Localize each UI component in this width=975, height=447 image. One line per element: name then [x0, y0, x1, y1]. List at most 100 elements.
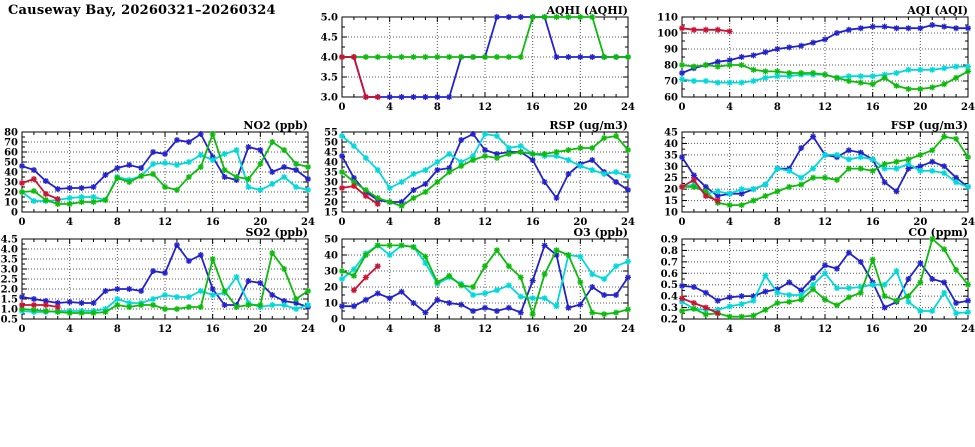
svg-text:90: 90 [664, 45, 678, 56]
svg-text:3.0: 3.0 [321, 93, 338, 104]
svg-text:0: 0 [339, 217, 346, 228]
series-red-markers [339, 183, 381, 207]
svg-text:12: 12 [478, 217, 492, 228]
svg-text:30: 30 [4, 178, 18, 189]
svg-text:4: 4 [386, 102, 393, 113]
svg-text:0: 0 [339, 324, 346, 335]
chart-o3-canvas: 0 10 20 30 40 50 0 4 8 12 16 20 24 O3 (ppb) [324, 227, 635, 335]
chart-title-fsp: FSP (ug/m3) [891, 120, 968, 132]
svg-text:0.7: 0.7 [661, 257, 678, 268]
svg-text:1.5: 1.5 [1, 295, 18, 306]
series-green-markers [679, 62, 971, 92]
svg-text:0: 0 [11, 208, 18, 219]
axis-ticks [21, 131, 309, 213]
svg-text:30: 30 [324, 267, 338, 278]
svg-text:10: 10 [4, 198, 18, 209]
svg-text:4.0: 4.0 [321, 53, 338, 64]
svg-text:0.8: 0.8 [661, 246, 678, 257]
svg-text:40: 40 [664, 139, 678, 150]
svg-text:15: 15 [664, 196, 678, 207]
series-cyan [679, 268, 971, 317]
chart-aqhi-canvas: 3.0 3.5 4.0 4.5 5.0 0 4 8 12 16 20 24 AQHI (AQHI) [321, 5, 635, 113]
chart-title-so2: SO2 (ppb) [246, 227, 309, 239]
series-red [19, 176, 61, 202]
svg-text:40: 40 [4, 168, 18, 179]
svg-text:24: 24 [961, 217, 975, 228]
svg-text:5.0: 5.0 [321, 13, 338, 24]
svg-text:24: 24 [621, 324, 635, 335]
series-green-markers [339, 133, 631, 209]
svg-text:60: 60 [4, 148, 18, 159]
svg-text:12: 12 [818, 217, 832, 228]
series-red-line [341, 185, 379, 205]
y-axis-labels: 0.20.30.40.50.60.70.80.9 [661, 235, 678, 326]
svg-text:4: 4 [726, 324, 733, 335]
x-axis-labels: 0 4 8 12 16 20 24 [339, 102, 635, 113]
svg-text:4.5: 4.5 [321, 33, 338, 44]
svg-text:8: 8 [774, 324, 781, 335]
svg-text:8: 8 [434, 102, 441, 113]
chart-title-aqi: AQI (AQI) [906, 5, 968, 17]
svg-text:4: 4 [386, 324, 393, 335]
series-red-markers [679, 177, 721, 204]
svg-text:0: 0 [331, 315, 338, 326]
svg-text:4.5: 4.5 [1, 235, 18, 246]
series-cyan-line [681, 269, 969, 315]
svg-text:8: 8 [434, 217, 441, 228]
svg-text:3.5: 3.5 [1, 255, 18, 266]
svg-text:0.3: 0.3 [661, 303, 678, 314]
svg-text:12: 12 [158, 217, 172, 228]
series-green-markers [19, 250, 311, 316]
svg-text:20: 20 [253, 217, 267, 228]
gridlines [22, 132, 308, 212]
chart-o3: 0 10 20 30 40 50 0 4 8 12 16 20 24 O3 (ppb) [312, 227, 636, 339]
svg-text:20: 20 [913, 217, 927, 228]
svg-text:16: 16 [866, 217, 880, 228]
series-green [679, 62, 971, 92]
axis-ticks [681, 131, 969, 213]
svg-text:80: 80 [4, 128, 18, 139]
svg-text:35: 35 [664, 150, 678, 161]
svg-text:24: 24 [301, 217, 315, 228]
svg-text:24: 24 [301, 324, 315, 335]
chart-aqi-canvas: 60 70 80 90 100 110 0 4 8 12 16 20 24 AQI (AQI) [657, 5, 975, 113]
svg-text:20: 20 [913, 324, 927, 335]
series-green [679, 236, 971, 320]
svg-text:55: 55 [324, 128, 338, 139]
svg-text:4: 4 [66, 324, 73, 335]
svg-text:16: 16 [526, 217, 540, 228]
svg-text:20: 20 [913, 102, 927, 113]
chart-no2: 0 10 20 30 40 50 60 70 80 0 4 8 12 16 20 24 NO2 (ppb) [0, 120, 316, 232]
series-green [19, 250, 311, 316]
series-blue-markers [19, 242, 311, 310]
chart-title-aqhi: AQHI (AQHI) [545, 5, 628, 17]
svg-text:20: 20 [573, 102, 587, 113]
svg-text:20: 20 [573, 324, 587, 335]
svg-text:16: 16 [206, 324, 220, 335]
svg-text:12: 12 [478, 102, 492, 113]
svg-text:0: 0 [19, 217, 26, 228]
svg-text:80: 80 [664, 61, 678, 72]
series-red [679, 25, 733, 35]
svg-text:0.5: 0.5 [661, 280, 678, 291]
series-red [679, 177, 721, 204]
svg-text:4: 4 [726, 217, 733, 228]
series-green [339, 242, 631, 318]
svg-text:70: 70 [664, 77, 678, 88]
svg-text:12: 12 [158, 324, 172, 335]
chart-aqi: 60 70 80 90 100 110 0 4 8 12 16 20 24 AQI (AQI) [652, 5, 975, 117]
series-blue [679, 249, 971, 311]
svg-text:0.5: 0.5 [1, 315, 18, 326]
series-red-markers [19, 176, 61, 202]
series-green [339, 133, 631, 209]
axis-ticks [681, 16, 969, 98]
series-blue [339, 242, 631, 316]
svg-text:0.9: 0.9 [661, 235, 678, 246]
chart-aqhi: 3.0 3.5 4.0 4.5 5.0 0 4 8 12 16 20 24 AQHI (AQHI) [312, 5, 636, 117]
